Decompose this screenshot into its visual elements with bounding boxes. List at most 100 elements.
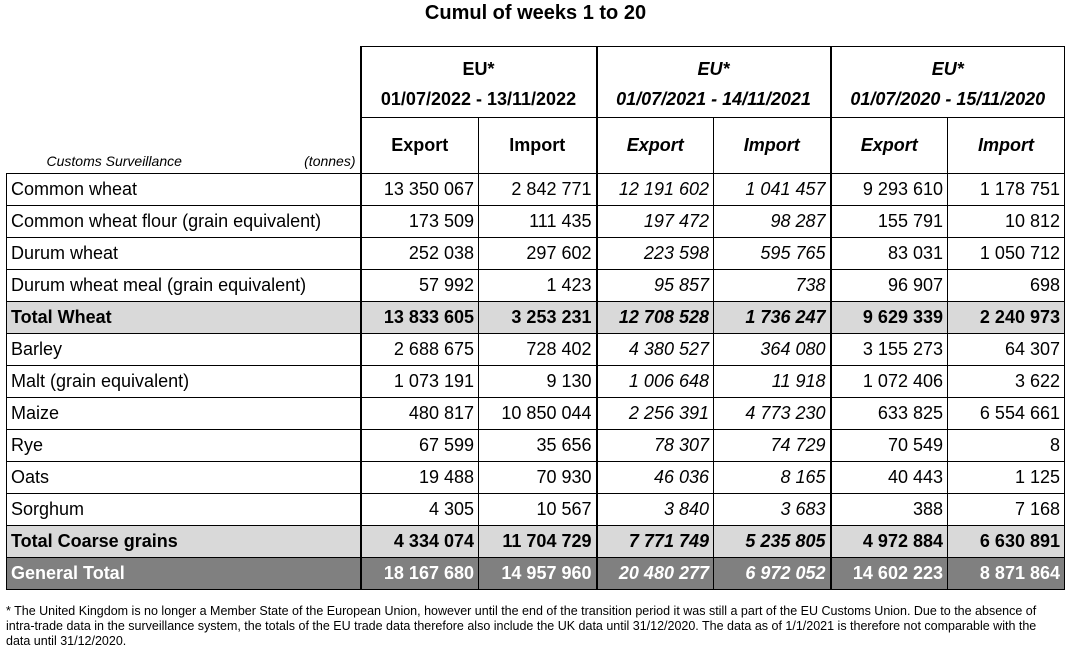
value-cell: 10 567 bbox=[478, 493, 597, 526]
row-label: Maize bbox=[6, 397, 361, 430]
row-label: Common wheat bbox=[6, 173, 361, 206]
value-cell: 364 080 bbox=[713, 333, 831, 366]
table-title: Cumul of weeks 1 to 20 bbox=[424, 2, 647, 24]
value-cell: 67 599 bbox=[359, 429, 479, 462]
value-cell: 738 bbox=[713, 269, 831, 302]
value-cell: 1 041 457 bbox=[713, 173, 831, 206]
value-cell: 595 765 bbox=[713, 237, 831, 270]
value-cell: 35 656 bbox=[478, 429, 597, 462]
value-cell: 12 191 602 bbox=[595, 173, 714, 206]
value-cell: 173 509 bbox=[359, 205, 479, 238]
value-cell: 4 972 884 bbox=[829, 525, 948, 558]
row-label: Rye bbox=[6, 429, 361, 462]
value-cell: 14 957 960 bbox=[478, 557, 597, 590]
trade-table: EU* EU* EU* 01/07/2022 - 13/11/2022 01/0… bbox=[6, 46, 1065, 590]
value-cell: 8 165 bbox=[713, 461, 831, 494]
value-cell: 9 293 610 bbox=[829, 173, 948, 206]
value-cell: 1 072 406 bbox=[829, 365, 948, 398]
value-cell: 197 472 bbox=[595, 205, 714, 238]
value-cell: 19 488 bbox=[359, 461, 479, 494]
row-label: Oats bbox=[6, 461, 361, 494]
value-cell: 111 435 bbox=[478, 205, 597, 238]
value-cell: 10 812 bbox=[947, 205, 1065, 238]
value-cell: 64 307 bbox=[947, 333, 1065, 366]
row-label: Sorghum bbox=[6, 493, 361, 526]
row-label: Malt (grain equivalent) bbox=[6, 365, 361, 398]
row-label: Barley bbox=[6, 333, 361, 366]
header-row-flow: Customs Surveillance (tonnes) Export Imp… bbox=[6, 117, 1065, 174]
value-cell: 10 850 044 bbox=[478, 397, 597, 430]
value-cell: 8 871 864 bbox=[947, 557, 1065, 590]
value-cell: 252 038 bbox=[359, 237, 479, 270]
value-cell: 388 bbox=[829, 493, 948, 526]
value-cell: 2 842 771 bbox=[478, 173, 597, 206]
group-period-2020: 01/07/2020 - 15/11/2020 bbox=[829, 81, 1065, 118]
table-row: Common wheat flour (grain equivalent) 173… bbox=[6, 205, 1065, 238]
table-row: Durum wheat meal (grain equivalent) 57 99… bbox=[6, 269, 1065, 302]
value-cell: 74 729 bbox=[713, 429, 831, 462]
value-cell: 3 840 bbox=[595, 493, 714, 526]
value-cell: 297 602 bbox=[478, 237, 597, 270]
value-cell: 1 178 751 bbox=[947, 173, 1065, 206]
value-cell: 3 622 bbox=[947, 365, 1065, 398]
value-cell: 2 240 973 bbox=[947, 301, 1065, 334]
value-cell: 5 235 805 bbox=[713, 525, 831, 558]
value-cell: 13 350 067 bbox=[359, 173, 479, 206]
table-row: Common wheat 13 350 067 2 842 771 12 191 60… bbox=[6, 173, 1065, 206]
value-cell: 20 480 277 bbox=[595, 557, 714, 590]
value-cell: 7 771 749 bbox=[595, 525, 714, 558]
group-period-2022: 01/07/2022 - 13/11/2022 bbox=[359, 81, 597, 118]
value-cell: 1 423 bbox=[478, 269, 597, 302]
group-name-2021: EU* bbox=[595, 46, 831, 82]
value-cell: 2 256 391 bbox=[595, 397, 714, 430]
value-cell: 11 918 bbox=[713, 365, 831, 398]
table-row: Oats 19 488 70 930 46 036 8 165 40 443 1 125 bbox=[6, 461, 1065, 494]
table-row: Rye 67 599 35 656 78 307 74 729 70 549 8 bbox=[6, 429, 1065, 462]
value-cell: 1 006 648 bbox=[595, 365, 714, 398]
value-cell: 155 791 bbox=[829, 205, 948, 238]
row-label: Common wheat flour (grain equivalent) bbox=[6, 205, 361, 238]
value-cell: 9 629 339 bbox=[829, 301, 948, 334]
row-label: Durum wheat bbox=[6, 237, 361, 270]
header-row-period: 01/07/2022 - 13/11/2022 01/07/2021 - 14/… bbox=[7, 81, 1065, 118]
value-cell: 70 549 bbox=[829, 429, 948, 462]
customs-surveillance-label: Customs Surveillance bbox=[46, 153, 182, 169]
value-cell: 4 305 bbox=[359, 493, 479, 526]
value-cell: 95 857 bbox=[595, 269, 714, 302]
value-cell: 1 050 712 bbox=[947, 237, 1065, 270]
row-label: General Total bbox=[6, 557, 361, 590]
value-cell: 4 380 527 bbox=[595, 333, 714, 366]
value-cell: 6 630 891 bbox=[947, 525, 1065, 558]
table-row: Total Coarse grains 4 334 074 11 704 729 7 … bbox=[6, 525, 1065, 558]
group-period-2021: 01/07/2021 - 14/11/2021 bbox=[595, 81, 831, 118]
value-cell: 1 073 191 bbox=[359, 365, 479, 398]
value-cell: 728 402 bbox=[478, 333, 597, 366]
value-cell: 3 683 bbox=[713, 493, 831, 526]
value-cell: 1 125 bbox=[947, 461, 1065, 494]
group-name-2022: EU* bbox=[359, 46, 597, 82]
unit-label: (tonnes) bbox=[304, 153, 356, 169]
value-cell: 633 825 bbox=[829, 397, 948, 430]
col-import-2022: Import bbox=[478, 117, 597, 174]
col-export-2020: Export bbox=[829, 117, 948, 174]
value-cell: 7 168 bbox=[947, 493, 1065, 526]
value-cell: 3 253 231 bbox=[478, 301, 597, 334]
value-cell: 9 130 bbox=[478, 365, 597, 398]
value-cell: 78 307 bbox=[595, 429, 714, 462]
col-export-2021: Export bbox=[595, 117, 714, 174]
value-cell: 3 155 273 bbox=[829, 333, 948, 366]
header-row-eu: EU* EU* EU* bbox=[7, 46, 1065, 82]
col-import-2021: Import bbox=[713, 117, 831, 174]
value-cell: 480 817 bbox=[359, 397, 479, 430]
value-cell: 14 602 223 bbox=[829, 557, 948, 590]
value-cell: 12 708 528 bbox=[595, 301, 714, 334]
table-row: Barley 2 688 675 728 402 4 380 527 364 080 3 … bbox=[6, 333, 1065, 366]
value-cell: 83 031 bbox=[829, 237, 948, 270]
table-row: Sorghum 4 305 10 567 3 840 3 683 388 7 168 bbox=[6, 493, 1065, 526]
value-cell: 18 167 680 bbox=[359, 557, 479, 590]
value-cell: 40 443 bbox=[829, 461, 948, 494]
footnote: * The United Kingdom is no longer a Memb… bbox=[6, 604, 1037, 648]
value-cell: 70 930 bbox=[478, 461, 597, 494]
corner-label-cell: Customs Surveillance (tonnes) bbox=[6, 117, 361, 174]
row-label: Durum wheat meal (grain equivalent) bbox=[6, 269, 361, 302]
